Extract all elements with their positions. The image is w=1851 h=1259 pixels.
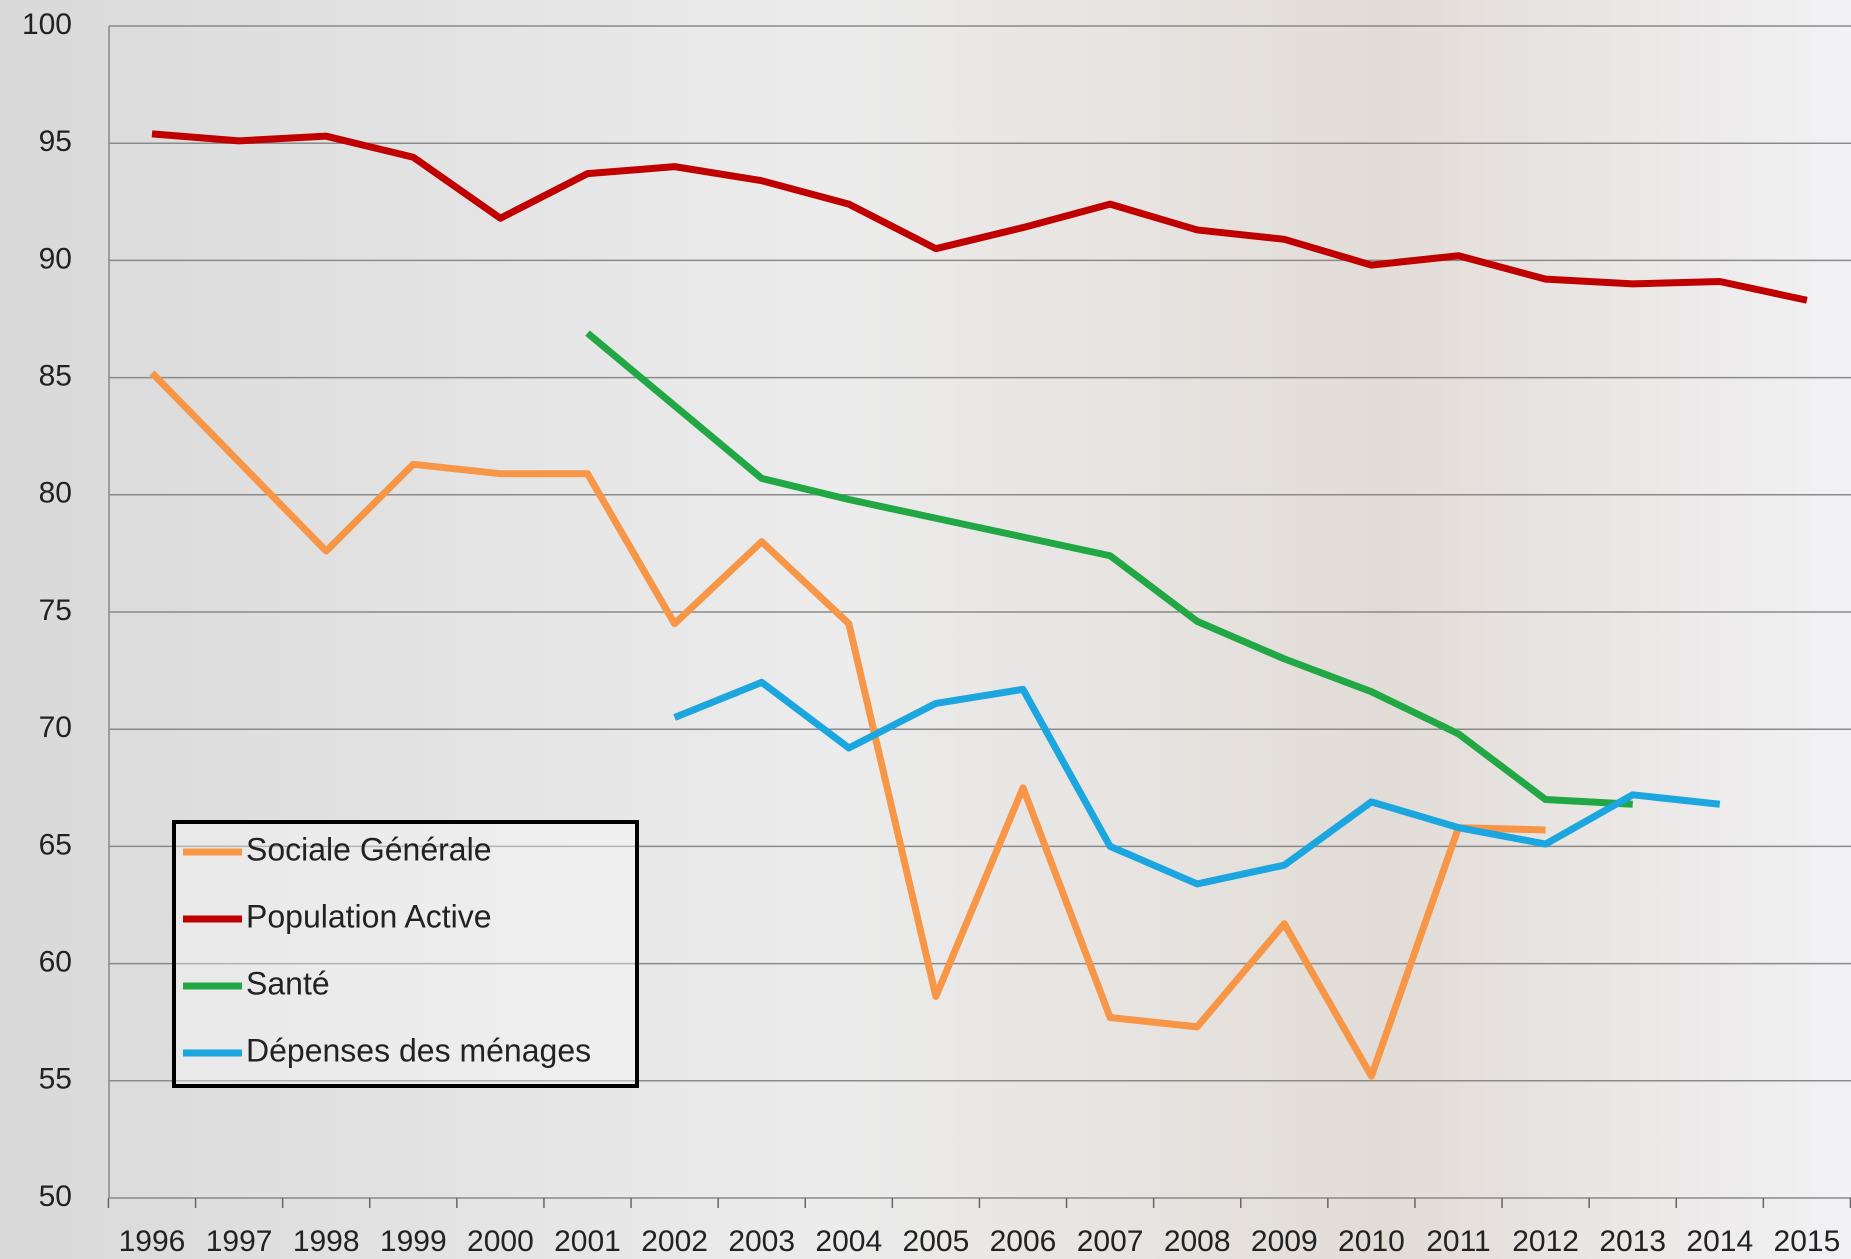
x-tick-label: 2014 — [1686, 1225, 1753, 1258]
y-tick-label: 65 — [39, 828, 72, 861]
legend-label: Dépenses des ménages — [246, 1032, 591, 1068]
y-tick-label: 100 — [22, 8, 72, 41]
x-tick-label: 2000 — [467, 1225, 534, 1258]
legend-label: Population Active — [246, 898, 492, 934]
series-line — [673, 678, 1721, 888]
y-tick-label: 55 — [39, 1063, 72, 1096]
x-tick-label: 2013 — [1599, 1225, 1666, 1258]
x-tick-label: 2003 — [728, 1225, 795, 1258]
x-tick-label: 2015 — [1774, 1225, 1841, 1258]
series-line — [149, 370, 1546, 1080]
series-line — [585, 330, 1633, 808]
x-tick-label: 2006 — [990, 1225, 1057, 1258]
x-tick-label: 2001 — [554, 1225, 621, 1258]
legend-label: Santé — [246, 965, 330, 1001]
y-tick-label: 85 — [39, 360, 72, 393]
y-tick-label: 80 — [39, 477, 72, 510]
y-tick-label: 70 — [39, 711, 72, 744]
y-tick-label: 90 — [39, 242, 72, 275]
x-tick-label: 1999 — [380, 1225, 447, 1258]
x-tick-label: 2002 — [641, 1225, 708, 1258]
x-tick-label: 2011 — [1426, 1225, 1491, 1258]
x-tick-label: 1998 — [293, 1225, 360, 1258]
y-tick-label: 50 — [39, 1180, 72, 1213]
x-tick-label: 2009 — [1251, 1225, 1318, 1258]
x-tick-label: 2010 — [1338, 1225, 1405, 1258]
y-tick-label: 95 — [39, 125, 72, 158]
y-tick-label: 60 — [39, 946, 72, 979]
x-tick-label: 1997 — [206, 1225, 273, 1258]
x-tick-label: 2004 — [815, 1225, 882, 1258]
legend-box — [172, 820, 639, 1088]
legend-label: Sociale Générale — [246, 831, 491, 867]
series-line — [151, 130, 1808, 304]
x-tick-label: 2005 — [903, 1225, 970, 1258]
x-tick-label: 2012 — [1512, 1225, 1579, 1258]
x-tick-label: 1996 — [119, 1225, 186, 1258]
y-tick-label: 75 — [39, 594, 72, 627]
x-tick-label: 2008 — [1164, 1225, 1231, 1258]
x-tick-label: 2007 — [1077, 1225, 1144, 1258]
